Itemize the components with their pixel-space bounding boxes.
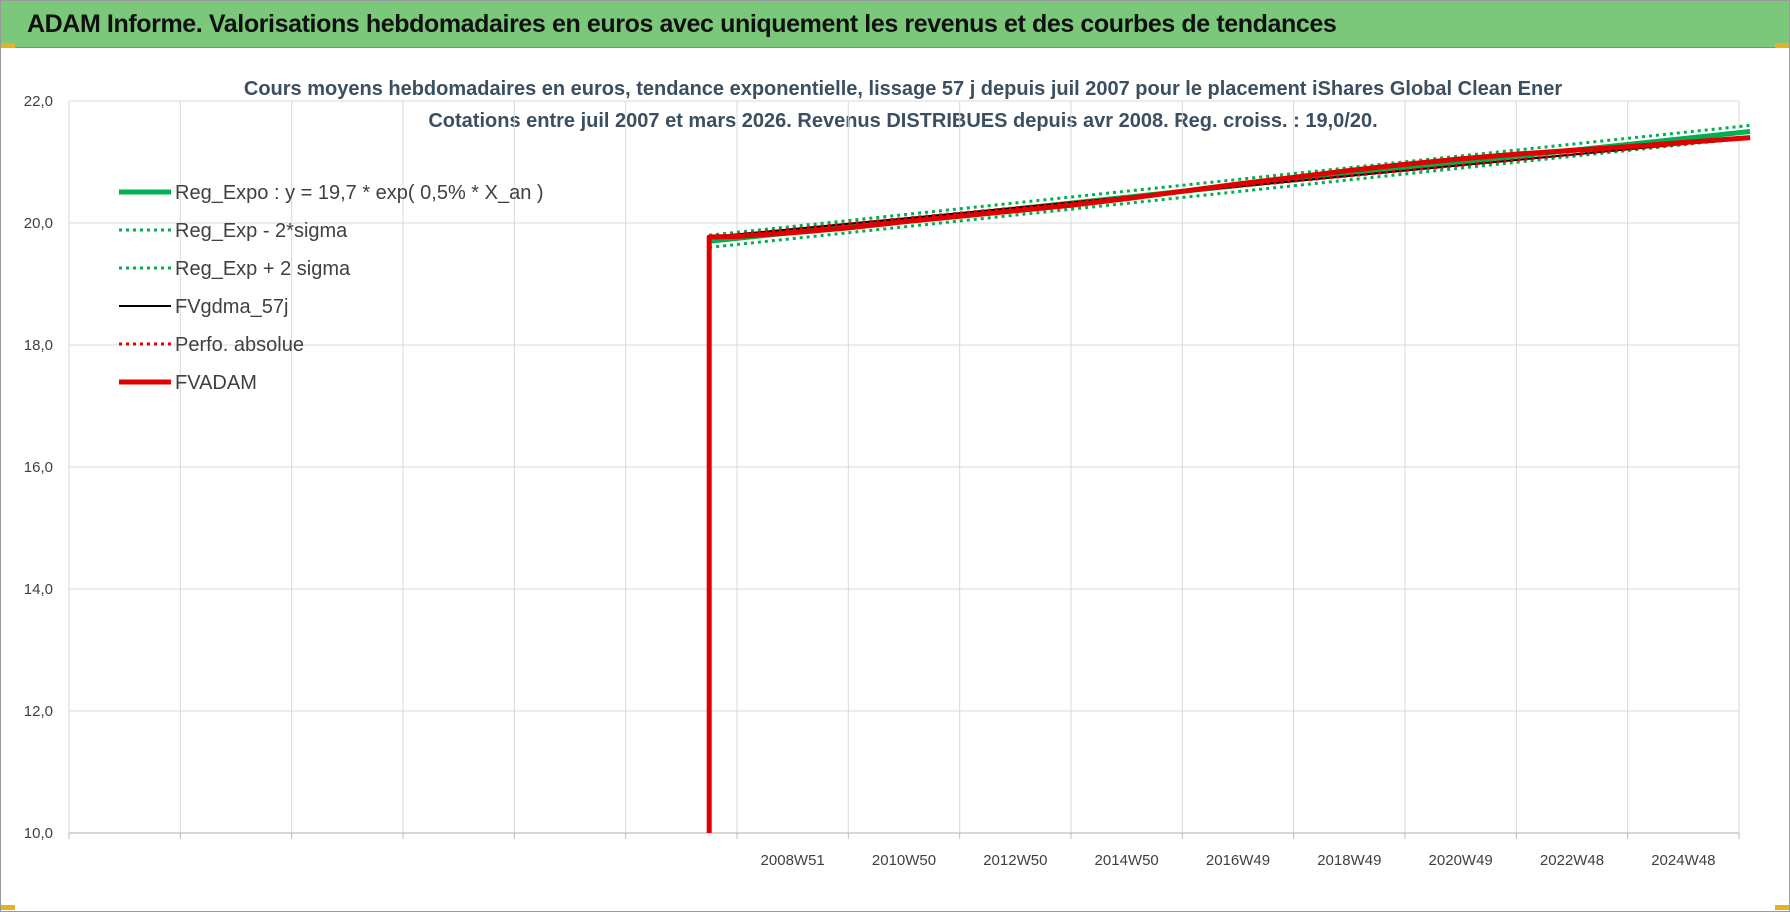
chart-subtitle: Cotations entre juil 2007 et mars 2026. … (428, 110, 1377, 132)
x-tick-label: 2010W50 (872, 852, 936, 869)
legend-label: FVADAM (175, 372, 257, 394)
series-line (709, 136, 1751, 249)
gridlines (68, 100, 1740, 839)
x-tick-label: 2014W50 (1095, 852, 1159, 869)
corner-mark (1775, 43, 1789, 48)
y-tick-label: 14,0 (24, 581, 53, 598)
corner-mark (1, 43, 15, 48)
x-tick-label: 2022W48 (1540, 852, 1604, 869)
x-tick-label: 2008W51 (761, 852, 825, 869)
y-tick-label: 12,0 (24, 703, 53, 720)
series-line (706, 135, 1751, 833)
x-tick-label: 2018W49 (1317, 852, 1381, 869)
legend-label: FVgdma_57j (175, 296, 288, 318)
legend-label: Reg_Expo : y = 19,7 * exp( 0,5% * X_an ) (175, 182, 544, 204)
legend-label: Perfo. absolue (175, 334, 304, 356)
corner-mark (1775, 905, 1789, 910)
y-tick-label: 22,0 (24, 93, 53, 110)
y-tick-label: 20,0 (24, 215, 53, 232)
x-tick-label: 2012W50 (983, 852, 1047, 869)
legend-label: Reg_Exp + 2 sigma (175, 258, 351, 280)
y-tick-label: 10,0 (24, 825, 53, 842)
y-tick-label: 16,0 (24, 459, 53, 476)
report-banner: ADAM Informe. Valorisations hebdomadaire… (1, 1, 1789, 48)
series-lines (706, 123, 1751, 833)
y-tick-label: 18,0 (24, 337, 53, 354)
x-tick-label: 2024W48 (1651, 852, 1715, 869)
series-line (709, 123, 1751, 237)
corner-mark (1, 905, 15, 910)
x-tick-label: 2020W49 (1429, 852, 1493, 869)
legend-label: Reg_Exp - 2*sigma (175, 220, 348, 242)
axis-labels: 10,0 12,0 14,0 16,0 18,0 20,0 22,0 2008W51 2010W… (24, 93, 1716, 869)
x-tick-label: 2016W49 (1206, 852, 1270, 869)
report-title: ADAM Informe. Valorisations hebdomadaire… (27, 10, 1337, 38)
chart-title: Cours moyens hebdomadaires en euros, ten… (244, 78, 1562, 100)
legend: Reg_Expo : y = 19,7 * exp( 0,5% * X_an )… (119, 182, 544, 394)
